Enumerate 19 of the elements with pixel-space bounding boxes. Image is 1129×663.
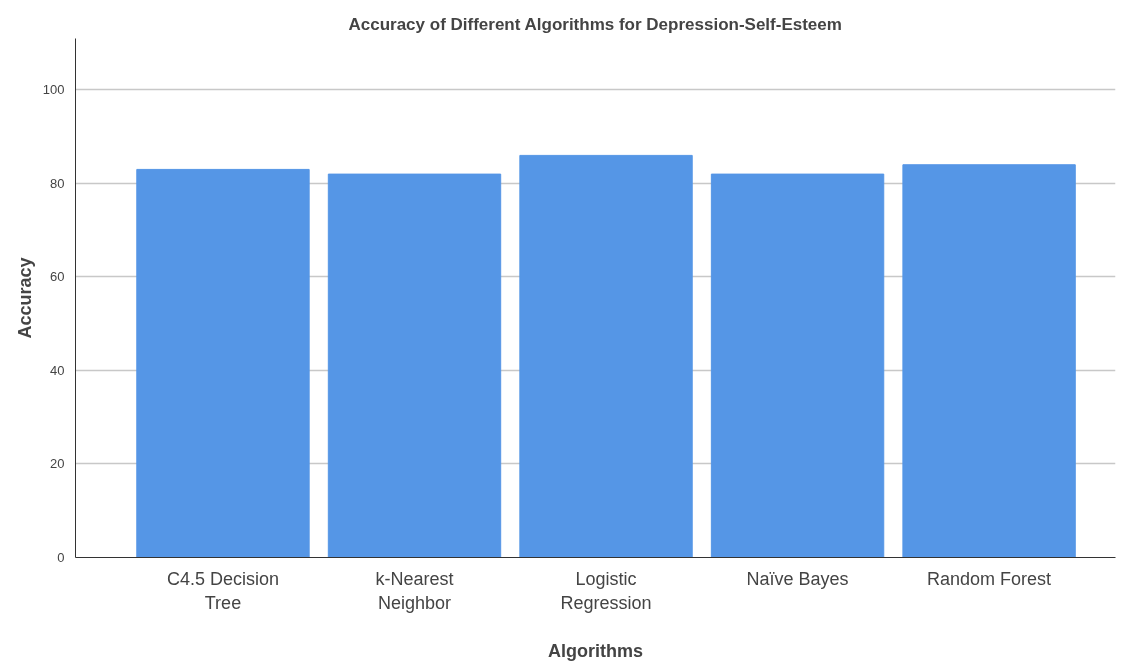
y-tick-label: 60 [50, 269, 65, 285]
bar [710, 173, 885, 558]
chart-title: Accuracy of Different Algorithms for Depression-Self-Esteem [348, 14, 842, 34]
y-axis-title: Accuracy [14, 257, 35, 339]
bar [902, 164, 1076, 558]
y-tick-label: 0 [57, 550, 65, 565]
x-tick-label: Logistic Regression [560, 568, 652, 613]
y-tick-label: 20 [50, 456, 65, 472]
x-tick-label: Naïve Bayes [746, 568, 849, 589]
y-tick-label: 80 [50, 175, 65, 191]
bar [136, 168, 310, 558]
x-tick-label: k-Nearest Neighbor [375, 568, 454, 613]
x-tick-label: Random Forest [927, 568, 1052, 589]
x-tick-label: C4.5 Decision Tree [166, 568, 280, 613]
x-axis-title: Algorithms [548, 640, 644, 661]
y-tick-label: 40 [50, 362, 65, 378]
y-tick-label: 100 [42, 82, 65, 98]
bar [327, 173, 502, 558]
bar [519, 154, 693, 558]
